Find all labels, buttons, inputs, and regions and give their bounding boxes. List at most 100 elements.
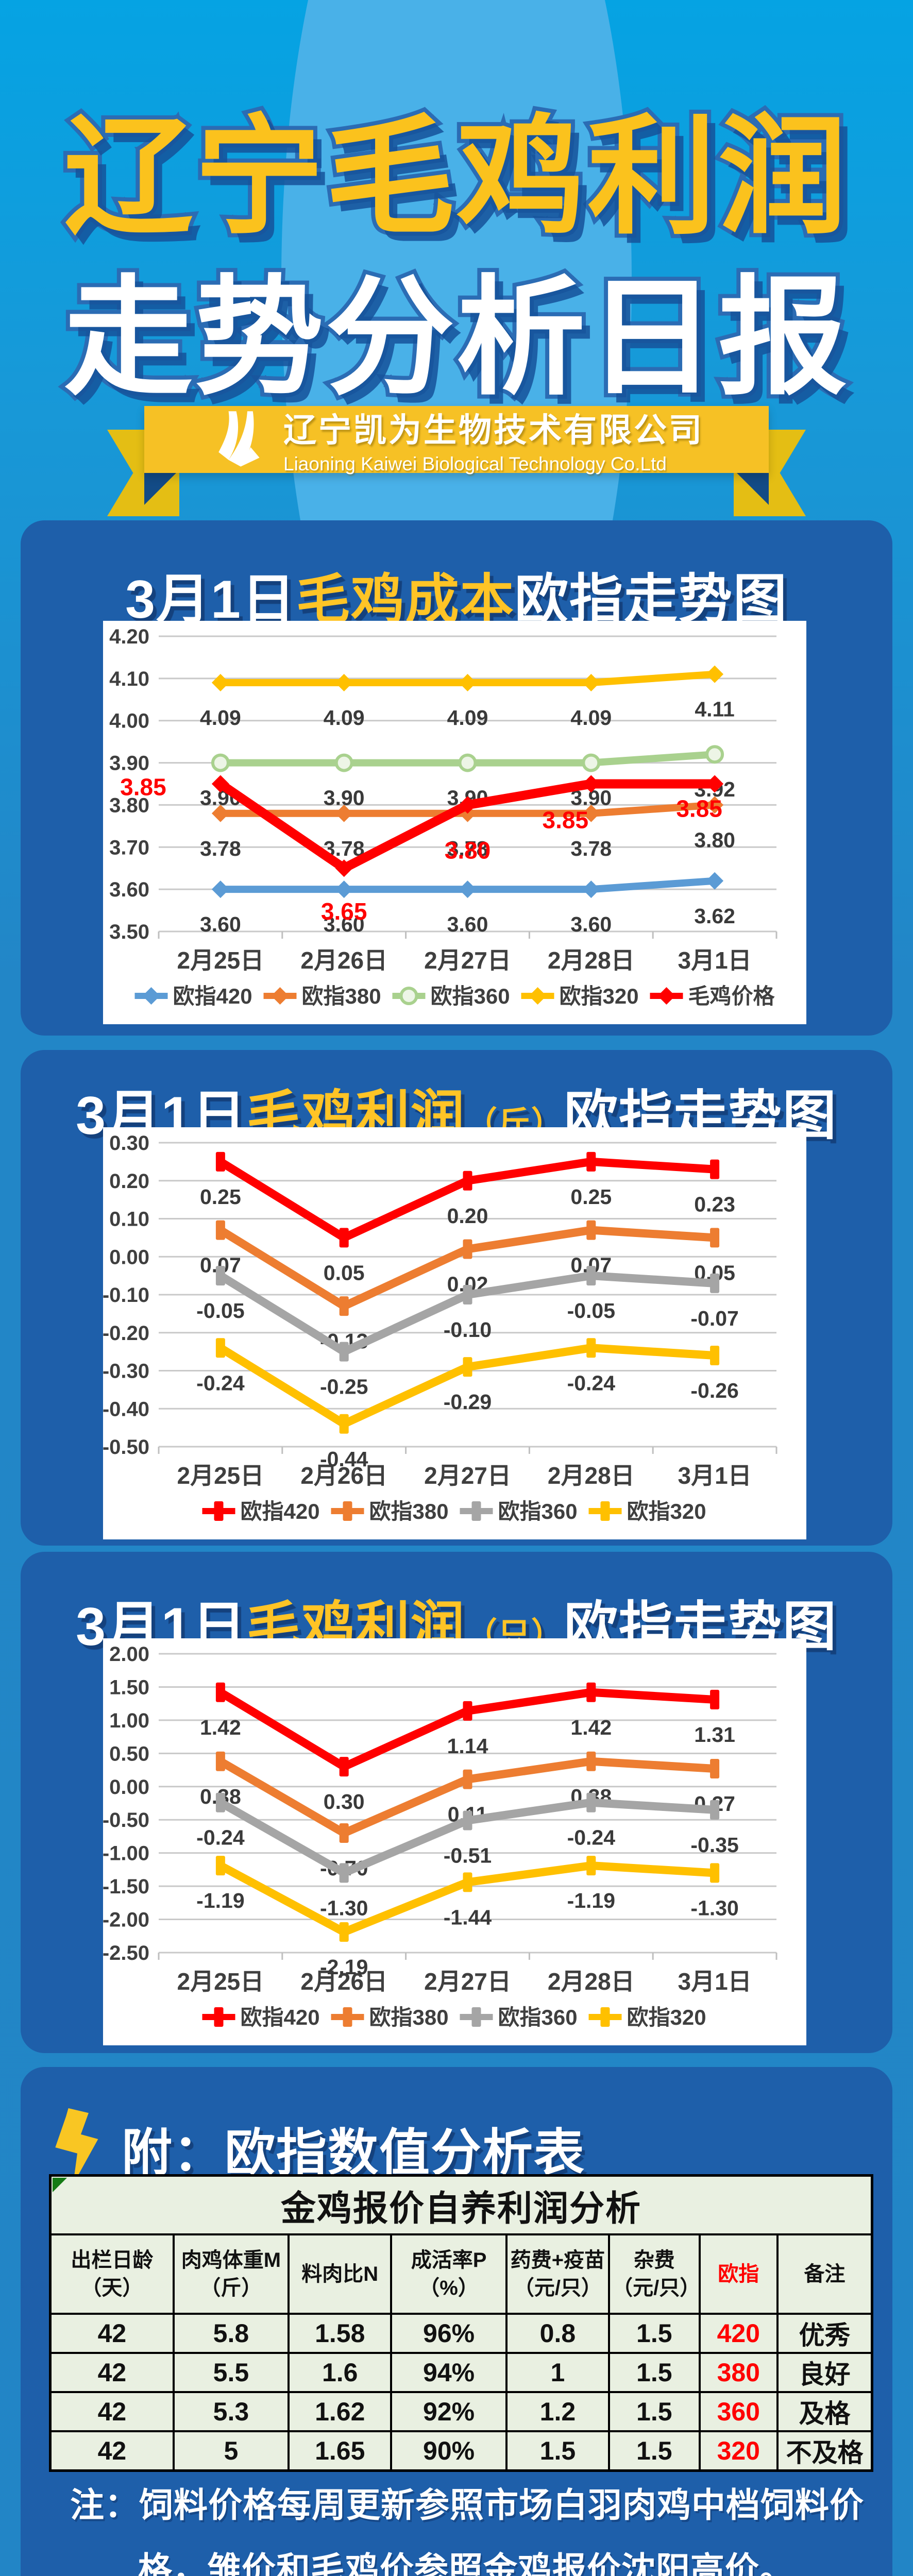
y-axis-label: 0.10: [109, 1208, 149, 1231]
table-header: 备注: [776, 2233, 873, 2315]
data-point-marker: [710, 1228, 720, 1248]
data-label: -0.24: [567, 1826, 616, 1850]
data-point-marker: [215, 1266, 225, 1286]
company-name-en: Liaoning Kaiwei Biological Technology Co…: [283, 453, 667, 474]
legend-label: 欧指320: [627, 1499, 706, 1523]
data-point-marker: [586, 1338, 596, 1358]
data-point-marker: [463, 1239, 472, 1259]
data-point-marker: [335, 880, 353, 899]
data-point-marker: [458, 753, 477, 772]
legend-label: 欧指320: [560, 984, 639, 1008]
y-axis-label: 0.50: [109, 1742, 149, 1765]
profit-analysis-table: 金鸡报价自养利润分析 出栏日龄（天） 肉鸡体重M（斤） 料肉比N 成活率P（%） 药费+疫…: [49, 2174, 873, 2472]
data-label: 3.65: [321, 898, 367, 925]
data-point-marker: [463, 1285, 472, 1304]
arrow-down-right-icon: [50, 2108, 104, 2188]
table-cell: 1.58: [288, 2313, 393, 2354]
data-label: 4.11: [695, 698, 735, 721]
data-point-marker: [657, 987, 675, 1005]
data-point-marker: [463, 1701, 472, 1721]
x-axis-label: 2月28日: [548, 1462, 635, 1489]
data-point-marker: [471, 2007, 481, 2027]
table-cell: 320: [698, 2430, 779, 2472]
table-cell: 优秀: [776, 2313, 873, 2354]
data-point-marker: [600, 1501, 610, 1521]
data-label: 1.14: [447, 1734, 488, 1758]
table-cell: 5.8: [172, 2313, 290, 2354]
data-point-marker: [582, 880, 600, 899]
analysis-header: 附：欧指数值分析表: [50, 2108, 585, 2188]
table-cell: 1.6: [288, 2352, 393, 2393]
company-text-block: 辽宁凯为生物技术有限公司 Liaoning Kaiwei Biological …: [283, 404, 704, 475]
data-label: 3.62: [694, 904, 735, 928]
legend-label: 欧指380: [369, 1499, 449, 1523]
table-cell: 92%: [390, 2391, 508, 2432]
title-part: 欧指走势图: [514, 570, 788, 630]
legend-label: 欧指420: [241, 1499, 320, 1523]
table-row: 42 5.5 1.6 94% 1 1.5 380 良好: [49, 2352, 873, 2393]
data-label: 3.78: [200, 837, 241, 860]
y-axis-label: 0.30: [109, 1132, 149, 1155]
data-point-marker: [463, 1357, 472, 1377]
data-point-marker: [586, 1151, 596, 1172]
table-cell: 5.3: [172, 2391, 290, 2432]
data-point-marker: [335, 674, 353, 692]
table-cell: 1: [505, 2352, 611, 2393]
data-point-marker: [582, 674, 600, 692]
table-cell: 1.65: [288, 2430, 393, 2472]
data-point-marker: [211, 880, 229, 899]
analysis-table: 金鸡报价自养利润分析 出栏日龄（天） 肉鸡体重M（斤） 料肉比N 成活率P（%） 药费+疫…: [49, 2174, 873, 2472]
data-label: 1.31: [694, 1723, 735, 1747]
data-label: 4.09: [200, 706, 241, 730]
table-cell: 42: [49, 2430, 175, 2472]
data-label: 3.90: [324, 786, 365, 810]
data-point-marker: [339, 1757, 349, 1777]
data-point-marker: [586, 1266, 596, 1286]
x-axis-label: 2月27日: [424, 1968, 511, 1995]
table-title: 金鸡报价自养利润分析: [49, 2174, 873, 2235]
data-label: 0.05: [324, 1261, 365, 1284]
data-point-marker: [339, 1863, 349, 1883]
data-point-marker: [215, 1792, 225, 1812]
table-cell: 1.5: [608, 2352, 701, 2393]
legend-label: 欧指360: [498, 2005, 578, 2029]
data-label: 0.20: [447, 1204, 488, 1228]
x-axis-label: 3月1日: [678, 1462, 752, 1489]
data-point-marker: [710, 1346, 720, 1365]
table-row: 42 5 1.65 90% 1.5 1.5 320 不及格: [49, 2430, 873, 2472]
table-cell: 及格: [776, 2391, 873, 2432]
data-label: 3.60: [570, 912, 612, 936]
x-axis-label: 2月26日: [300, 1968, 387, 1995]
data-point-marker: [211, 775, 229, 793]
line-chart-svg: 2.00 1.50 1.00 0.50 0.00 -0.50 -1.00 -1.50 -2.00…: [103, 1643, 777, 2029]
table-header: 料肉比N: [288, 2233, 393, 2315]
data-label: 3.78: [447, 837, 488, 860]
y-axis-label: 3.50: [109, 921, 149, 943]
x-axis-label: 2月26日: [300, 1462, 387, 1489]
data-label: 0.23: [694, 1193, 735, 1216]
company-name-cn: 辽宁凯为生物技术有限公司: [283, 412, 704, 449]
table-header: 杂费（元/只）: [608, 2233, 701, 2315]
x-axis-label: 2月25日: [177, 1968, 264, 1995]
data-label: 4.09: [570, 706, 612, 730]
x-axis-label: 3月1日: [678, 947, 752, 974]
data-point-marker: [705, 745, 724, 764]
y-axis-label: 1.00: [109, 1709, 149, 1732]
data-point-marker: [586, 1792, 596, 1812]
data-label: -0.24: [196, 1371, 245, 1395]
table-cell: 90%: [390, 2430, 508, 2472]
section-cost-chart: 3月1日毛鸡成本欧指走势图 4.20 4.10 4.00 3.90 3.80 3.70 3.…: [21, 520, 892, 1036]
data-point-marker: [706, 665, 724, 683]
line-chart-svg: 0.30 0.20 0.10 0.00 -0.10 -0.20 -0.30 -0.40 -0.5…: [103, 1132, 777, 1523]
y-axis-label: -0.40: [103, 1398, 149, 1420]
data-point-marker: [586, 1751, 596, 1771]
table-cell: 96%: [390, 2313, 508, 2354]
table-cell: 1.62: [288, 2391, 393, 2432]
profit-jin-chart: 0.30 0.20 0.10 0.00 -0.10 -0.20 -0.30 -0.40 -0.5…: [103, 1127, 806, 1539]
table-header: 出栏日龄（天）: [49, 2233, 175, 2315]
data-label: -1.30: [320, 1896, 368, 1920]
data-point-marker: [215, 1338, 225, 1358]
y-axis-label: 2.00: [109, 1643, 149, 1666]
data-point-marker: [710, 1273, 720, 1293]
table-cell: 380: [698, 2352, 779, 2393]
